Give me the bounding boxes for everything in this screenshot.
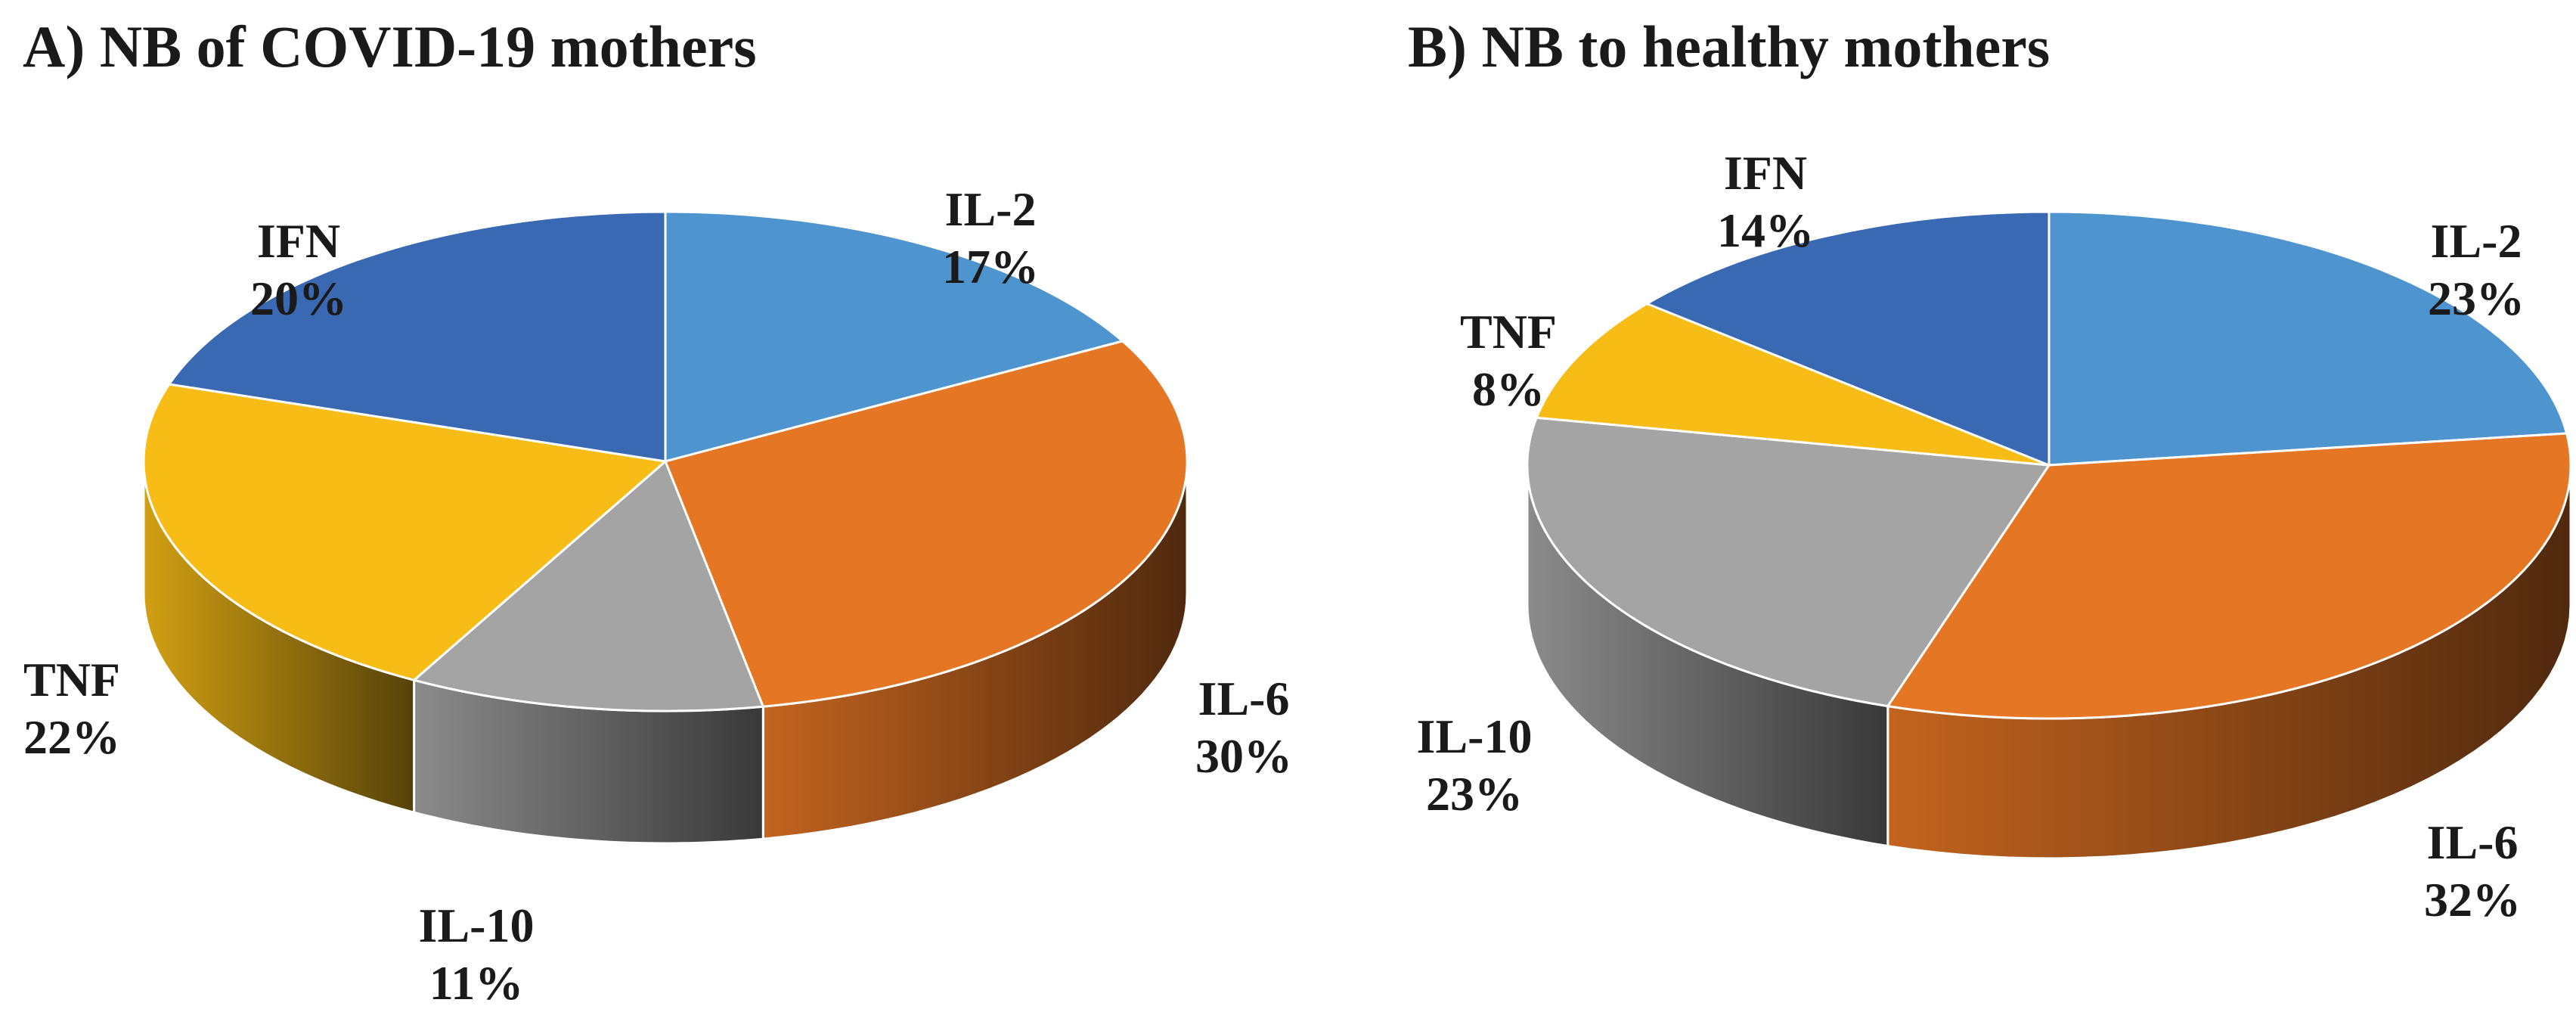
slice-label-il-2: IL-2: [945, 182, 1037, 236]
slice-il-6: [1886, 432, 2572, 720]
slice-label-il-10: IL-10: [1417, 709, 1533, 763]
slice-pct-ifn: 14%: [1717, 203, 1814, 257]
pie-side-walls: [142, 460, 1189, 845]
slice-pct-il-2: 23%: [2428, 272, 2525, 325]
slice-pct-il-6: 32%: [2424, 873, 2521, 927]
pie-top-faces: [1526, 210, 2572, 720]
panel-a-title: A) NB of COVID-19 mothers: [23, 14, 757, 79]
slice-pct-il-6: 30%: [1195, 729, 1292, 783]
slice-tnf: [1535, 303, 2051, 467]
slice-label-ifn: IFN: [257, 214, 340, 268]
slice-pct-il-10: 23%: [1426, 767, 1523, 821]
slice-il-6: [664, 340, 1189, 708]
slice-label-il-10: IL-10: [419, 899, 535, 952]
slice-pct-tnf: 22%: [23, 710, 120, 764]
slice-pct-ifn: 20%: [250, 272, 347, 325]
slice-label-il-6: IL-6: [2427, 815, 2519, 869]
slice-label-tnf: TNF: [1460, 305, 1557, 359]
panel-b-title: B) NB to healthy mothers: [1408, 14, 2050, 79]
slice-label-ifn: IFN: [1724, 146, 1807, 200]
slice-tnf: [142, 383, 667, 681]
slice-il-2: [2047, 210, 2568, 467]
pie-top-faces: [142, 210, 1189, 712]
slice-label-il-2: IL-2: [2431, 214, 2522, 268]
slice-pct-tnf: 8%: [1472, 362, 1545, 416]
slice-pct-il-2: 17%: [942, 240, 1039, 293]
slice-ifn: [168, 210, 667, 463]
slice-label-il-6: IL-6: [1198, 672, 1290, 725]
slice-il-2: [664, 210, 1124, 463]
slice-pct-il-10: 11%: [429, 956, 523, 1010]
slice-ifn: [1645, 210, 2051, 467]
slice-label-tnf: TNF: [23, 653, 120, 706]
slice-il-10: [1526, 416, 2051, 708]
slice-il-10: [413, 460, 764, 712]
